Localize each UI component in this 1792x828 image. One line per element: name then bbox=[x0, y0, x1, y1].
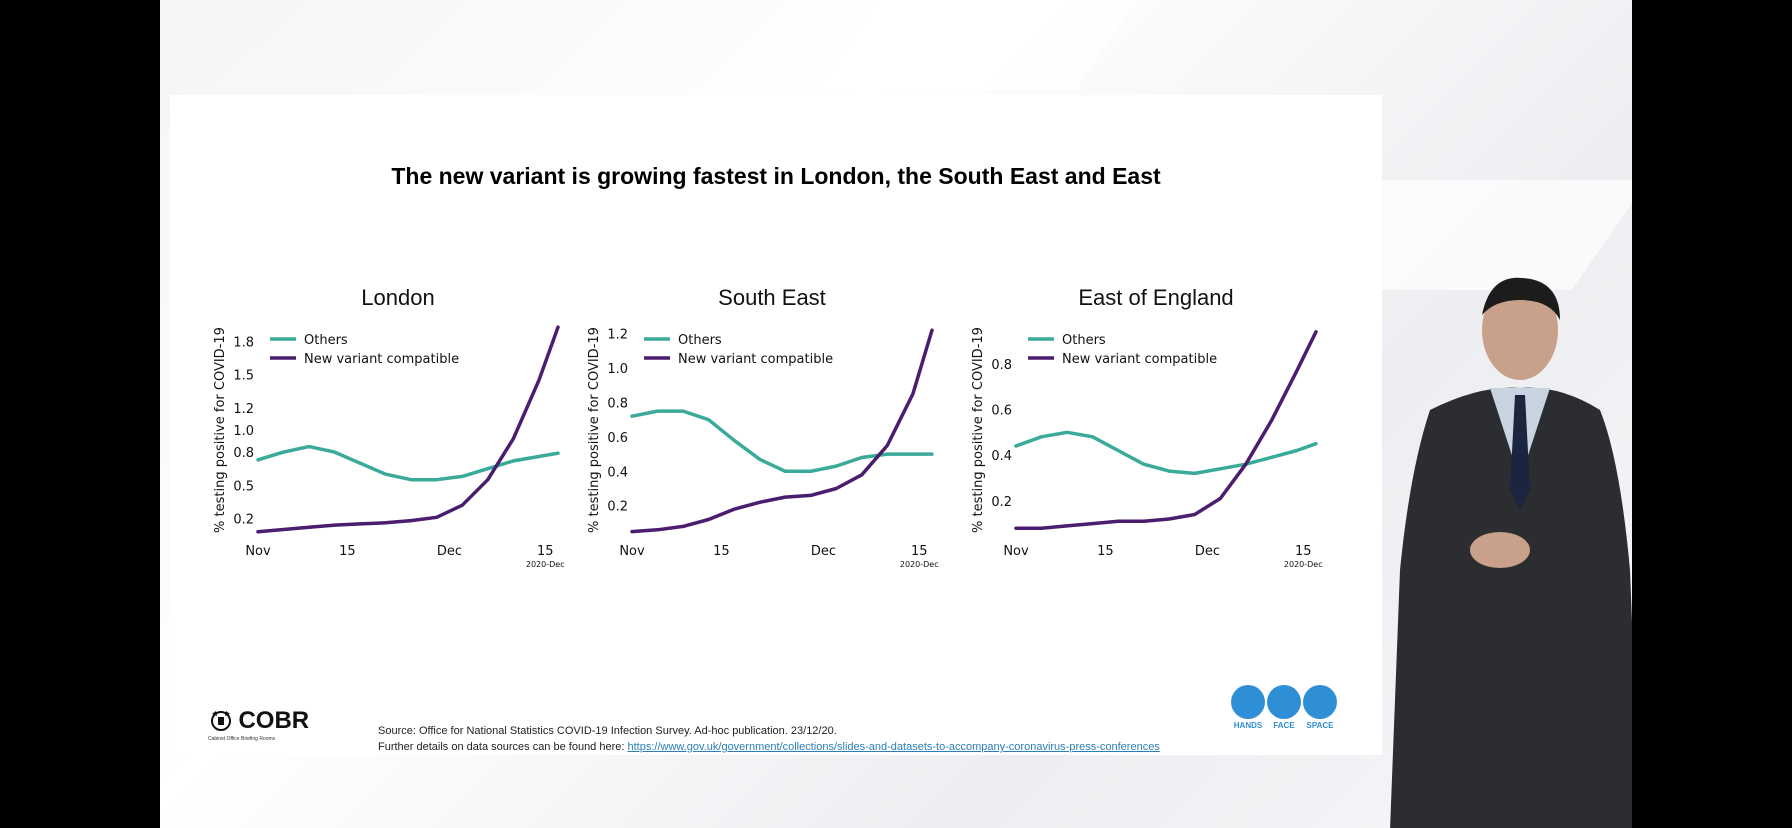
source-note: Source: Office for National Statistics C… bbox=[378, 723, 1160, 755]
x-tick-label: 15 bbox=[1097, 544, 1114, 559]
presenter-figure bbox=[1390, 277, 1632, 828]
series-line-new-variant bbox=[1014, 330, 1318, 530]
y-tick-label: 1.5 bbox=[233, 369, 254, 384]
legend-label: Others bbox=[678, 333, 722, 348]
chart-title: London bbox=[361, 285, 435, 310]
chart-panel-east-of-england: East of England % testing positive for C… bbox=[966, 275, 1346, 595]
background-band bbox=[814, 0, 1166, 90]
badge-label: SPACE bbox=[1306, 721, 1334, 730]
y-tick-label: 0.2 bbox=[607, 500, 628, 515]
chart-east-of-england: % testing positive for COVID-19 0.2 0.4 0.6… bbox=[971, 327, 1323, 569]
face-badge: FACE bbox=[1266, 685, 1302, 730]
logo-text: COBR bbox=[238, 707, 310, 734]
x-tick-label: Nov bbox=[245, 544, 271, 559]
legend-label: New variant compatible bbox=[678, 352, 833, 367]
legend-label: New variant compatible bbox=[1062, 352, 1217, 367]
legend-label: New variant compatible bbox=[304, 352, 459, 367]
series-line-others bbox=[1014, 430, 1318, 476]
x-axis-note: 2020-Dec bbox=[526, 560, 565, 569]
y-axis-label: % testing positive for COVID-19 bbox=[587, 327, 602, 533]
slide-title: The new variant is growing fastest in Lo… bbox=[391, 163, 1161, 189]
y-tick-label: 0.2 bbox=[991, 495, 1012, 510]
cobr-logo: COBR Cabinet Office Briefing Rooms bbox=[208, 707, 309, 742]
y-tick-label: 0.8 bbox=[991, 358, 1012, 373]
chart-title: South East bbox=[718, 285, 826, 310]
badge-label: FACE bbox=[1273, 721, 1295, 730]
chart-south-east: % testing positive for COVID-19 0.2 0.4 0.6… bbox=[587, 327, 939, 569]
x-tick-label: Nov bbox=[619, 544, 645, 559]
data-sources-link[interactable]: https://www.gov.uk/government/collection… bbox=[627, 741, 1160, 753]
royal-crest-icon bbox=[211, 711, 231, 731]
source-line: Source: Office for National Statistics C… bbox=[378, 725, 837, 737]
y-tick-label: 0.4 bbox=[991, 449, 1012, 464]
hands-icon bbox=[1231, 685, 1265, 719]
x-axis-note: 2020-Dec bbox=[900, 560, 939, 569]
video-frame: The new variant is growing fastest in Lo… bbox=[160, 0, 1632, 828]
logo-subtitle: Cabinet Office Briefing Rooms bbox=[208, 736, 276, 742]
y-tick-label: 0.8 bbox=[607, 396, 628, 411]
series-line-new-variant bbox=[630, 328, 934, 534]
details-line: Further details on data sources can be f… bbox=[378, 739, 1160, 755]
x-tick-label: 15 bbox=[911, 544, 928, 559]
x-tick-label: 15 bbox=[339, 544, 356, 559]
x-tick-label: Dec bbox=[437, 544, 462, 559]
y-axis-label: % testing positive for COVID-19 bbox=[213, 327, 228, 533]
face-mask-icon bbox=[1267, 685, 1301, 719]
y-tick-label: 1.2 bbox=[607, 328, 628, 343]
x-tick-label: 15 bbox=[713, 544, 730, 559]
x-tick-label: Nov bbox=[1003, 544, 1029, 559]
x-tick-label: Dec bbox=[1195, 544, 1220, 559]
y-tick-label: 1.2 bbox=[233, 402, 254, 417]
slide: The new variant is growing fastest in Lo… bbox=[170, 95, 1382, 755]
y-tick-label: 1.0 bbox=[233, 424, 254, 439]
chart-panel-south-east: South East % testing positive for COVID-… bbox=[582, 275, 962, 595]
hands-badge: HANDS bbox=[1230, 685, 1266, 730]
series-line-others bbox=[630, 409, 934, 474]
chart-panel-london: London % testing positive for COVID-19 0.… bbox=[208, 275, 588, 595]
y-tick-label: 0.8 bbox=[233, 446, 254, 461]
legend-label: Others bbox=[304, 333, 348, 348]
series-line-others bbox=[256, 444, 560, 482]
y-tick-label: 0.4 bbox=[607, 465, 628, 480]
space-arrows-icon bbox=[1303, 685, 1337, 719]
y-tick-label: 1.0 bbox=[607, 362, 628, 377]
chart-london: % testing positive for COVID-19 0.2 0.5 0.8… bbox=[213, 325, 565, 569]
x-tick-label: Dec bbox=[811, 544, 836, 559]
badge-label: HANDS bbox=[1233, 721, 1263, 730]
legend-label: Others bbox=[1062, 333, 1106, 348]
x-axis-note: 2020-Dec bbox=[1284, 560, 1323, 569]
series-line-new-variant bbox=[256, 325, 560, 534]
y-axis-label: % testing positive for COVID-19 bbox=[971, 327, 986, 533]
y-tick-label: 0.5 bbox=[233, 479, 254, 494]
chart-title: East of England bbox=[1078, 285, 1234, 310]
y-tick-label: 1.8 bbox=[233, 336, 254, 351]
y-tick-label: 0.6 bbox=[607, 431, 628, 446]
x-tick-label: 15 bbox=[537, 544, 554, 559]
details-prefix: Further details on data sources can be f… bbox=[378, 741, 628, 753]
space-badge: SPACE bbox=[1302, 685, 1338, 730]
y-tick-label: 0.2 bbox=[233, 512, 254, 527]
x-tick-label: 15 bbox=[1295, 544, 1312, 559]
y-tick-label: 0.6 bbox=[991, 403, 1012, 418]
